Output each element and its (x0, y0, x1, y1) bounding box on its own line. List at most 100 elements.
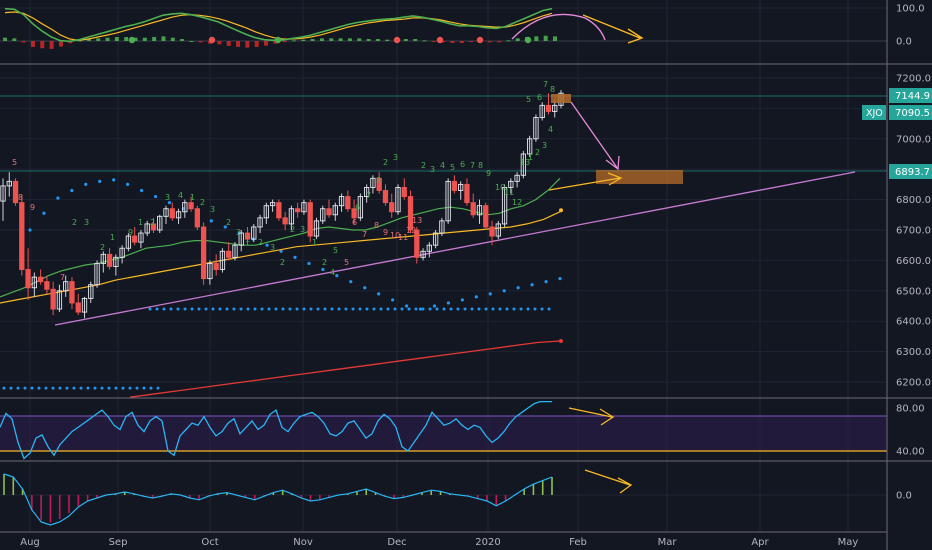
candle-body (175, 211, 182, 219)
candle-body (395, 186, 401, 213)
momentum-hist-bar (245, 41, 250, 48)
candle-body (495, 223, 501, 237)
flat-dot-6180 (135, 386, 139, 390)
momentum-hist-bar (30, 41, 35, 47)
price-tick-label: 6600.0 (896, 256, 931, 267)
candle-body (69, 281, 75, 304)
flat-dot-6440 (358, 307, 362, 311)
candle-body (470, 202, 476, 216)
psar-dot (42, 211, 46, 215)
momentum-hist-bar (422, 40, 427, 42)
candle-body (213, 262, 219, 270)
psar-dot (516, 286, 520, 290)
candle-body (351, 208, 357, 219)
momentum-hist-bar (21, 41, 26, 43)
flat-dot-6440 (526, 307, 530, 311)
psar-dot (377, 292, 381, 296)
candle-body (501, 186, 508, 225)
flat-dot-6180 (86, 386, 90, 390)
psar-dot (28, 228, 32, 232)
time-axis-label: Mar (658, 537, 678, 548)
psar-dot (321, 267, 325, 272)
td-count-label: 7 (366, 191, 371, 200)
momentum-hist-bar (385, 39, 390, 41)
candle-body (313, 220, 320, 237)
momentum-hist-bar (291, 40, 296, 42)
flat-dot-6180 (156, 386, 160, 390)
flat-dot-6180 (44, 386, 48, 390)
candle-body (106, 253, 113, 267)
flat-dot-6180 (79, 386, 83, 390)
candle-body (432, 232, 439, 246)
flat-dot-6440 (260, 307, 264, 311)
candle-body (307, 202, 313, 237)
flat-dot-6440 (379, 307, 383, 311)
candle-body (483, 205, 489, 228)
td-count-label: 8 (376, 176, 381, 185)
momentum-hist-bar (459, 41, 464, 43)
momentum-tick-label: 0.0 (896, 37, 912, 48)
flat-dot-6440 (295, 307, 299, 311)
candle-body (0, 185, 6, 202)
flat-dot-6440 (281, 307, 285, 311)
td-count-label: 2 (258, 238, 263, 247)
psar-dot (307, 261, 311, 266)
price-forecast-arrow (570, 101, 620, 171)
momentum-hist-bar (553, 36, 557, 41)
price-tag-7090: 7090.5 (895, 108, 930, 119)
momentum-hist-bar (534, 36, 539, 41)
candle-body (163, 208, 169, 217)
td-count-label: 1 (528, 153, 533, 162)
momentum-crossover-dots (128, 36, 532, 44)
flat-dot-6180 (93, 386, 97, 390)
flat-dot-6440 (239, 307, 243, 311)
flat-dot-6180 (9, 386, 13, 390)
td-count-label: 11 (504, 188, 514, 197)
time-axis-label: Feb (569, 537, 587, 548)
momentum-hist-bar (86, 39, 91, 41)
td-count-label: 2 (290, 225, 295, 234)
td-count-label: 4 (178, 191, 183, 200)
td-count-label: 9 (30, 203, 35, 212)
td-count-label: 8 (550, 85, 555, 94)
momentum-hist-bar (96, 38, 101, 41)
momentum-hist-bar (189, 41, 194, 42)
td-count-label: 2 (535, 148, 540, 157)
momentum-hist-bar (319, 38, 324, 41)
candle-body (238, 232, 244, 246)
psar-dot (112, 178, 116, 182)
candle-body (119, 247, 125, 258)
oscillator-line (3, 473, 553, 526)
td-count-label: 1 (312, 238, 317, 247)
candle-body (320, 208, 326, 222)
price-tag-6893-bg (889, 164, 932, 179)
td-count-label: 3 (236, 228, 241, 237)
price-tag-7144: 7144.9 (895, 91, 930, 102)
momentum-hist-bar (217, 41, 222, 45)
td-count-label: 4 (548, 125, 553, 134)
flat-dot-6440 (169, 307, 173, 311)
symbol-tag: XJO (866, 108, 883, 119)
flat-dot-6180 (2, 386, 6, 390)
momentum-hist-bar (487, 41, 492, 43)
candle-body (232, 244, 238, 258)
td-count-label: 6 (355, 203, 360, 212)
td-count-label: 1 (190, 193, 195, 202)
candle-body (476, 205, 483, 216)
psar-dot (474, 295, 478, 299)
momentum-hist-bar (347, 38, 352, 41)
flat-dot-6440 (540, 307, 544, 311)
price-tick-label: 6400.0 (896, 317, 931, 328)
time-axis-label: Aug (20, 537, 40, 548)
td-count-label: 8 (478, 161, 483, 170)
time-axis-label: May (838, 537, 859, 548)
candle-body (257, 217, 263, 228)
psar-dot (70, 188, 74, 193)
flat-dot-6440 (183, 307, 187, 311)
rsi-panel (0, 400, 887, 460)
momentum-hist-bar (338, 38, 343, 41)
momentum-hist-bar (161, 36, 166, 41)
td-count-label: 7 (543, 80, 548, 89)
